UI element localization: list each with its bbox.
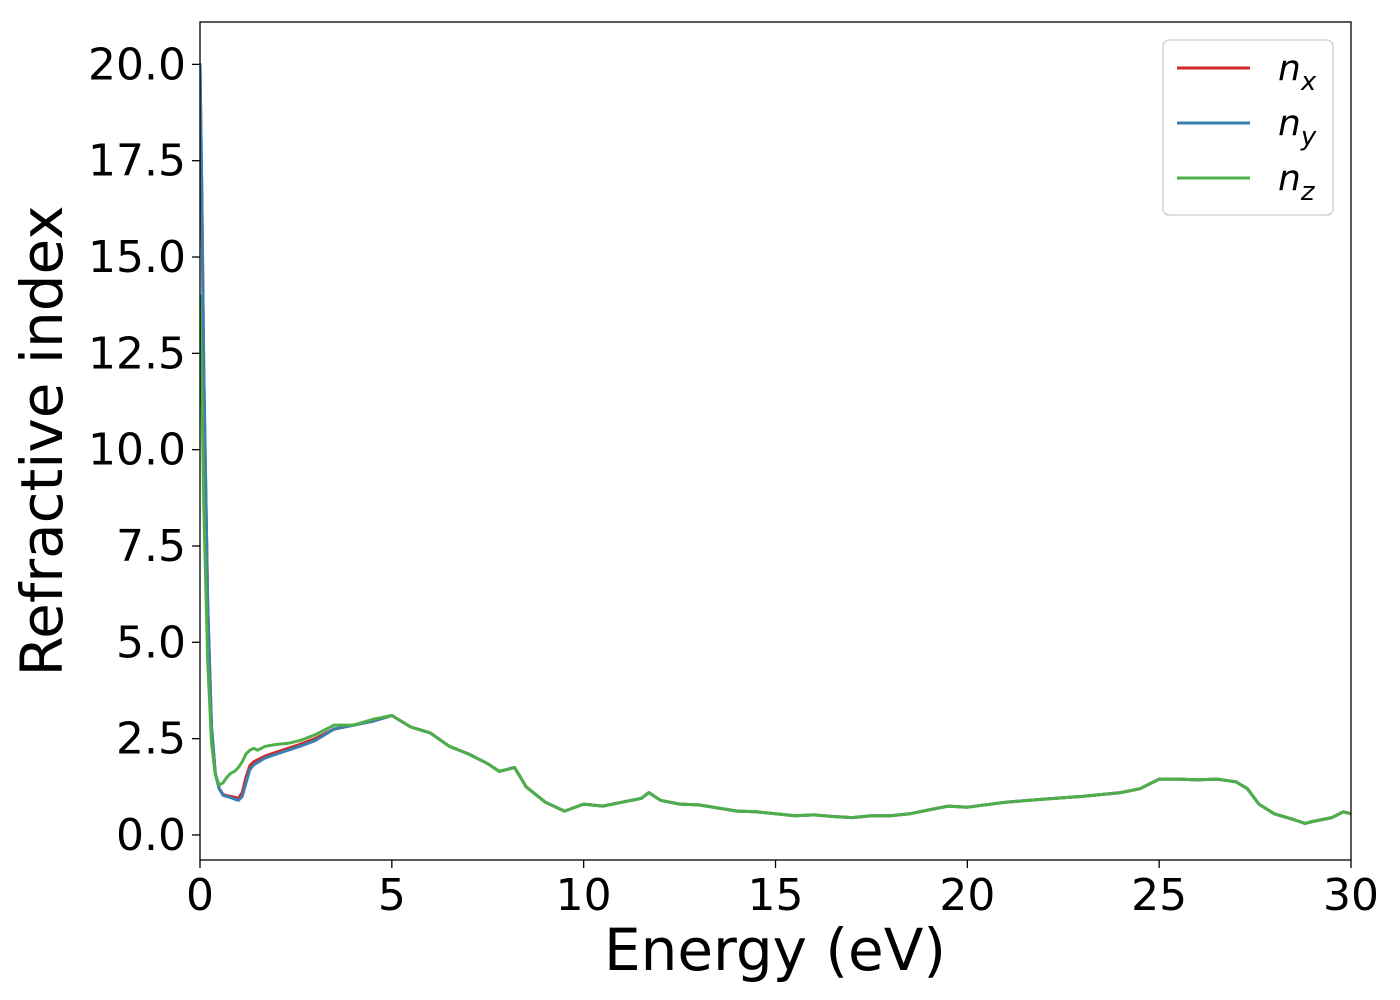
series-line-z [200,294,1351,825]
x-tick-label: 25 [1131,870,1187,921]
y-axis-title: Refractive index [8,205,76,676]
y-tick-label: 15.0 [88,232,186,283]
legend-label-z: nz [1278,158,1316,207]
y-tick-label: 5.0 [116,617,186,668]
legend: nx ny nz [1162,39,1334,216]
y-tick-label: 7.5 [116,521,186,572]
series-layer [200,62,1351,825]
y-tick-label: 2.5 [116,714,186,765]
y-tick-label: 12.5 [88,328,186,379]
y-tick-label: 17.5 [88,136,186,187]
legend-frame [1162,39,1334,216]
x-tick-label: 10 [556,870,612,921]
y-tick-label: 20.0 [88,39,186,90]
legend-label-x: nx [1278,48,1317,97]
y-tick-label: 10.0 [88,425,186,476]
x-tick-label: 20 [939,870,995,921]
legend-label-y: ny [1278,103,1317,152]
x-axis: 0 5 10 15 20 25 30 [186,860,1379,921]
y-axis: 0.0 2.5 5.0 7.5 10.0 12.5 15.0 17.5 20.0 [88,39,200,861]
x-tick-label: 15 [748,870,804,921]
y-tick-label: 0.0 [116,810,186,861]
x-tick-label: 0 [186,870,214,921]
x-tick-label: 5 [378,870,406,921]
x-tick-label: 30 [1323,870,1379,921]
x-axis-title: Energy (eV) [604,916,946,984]
